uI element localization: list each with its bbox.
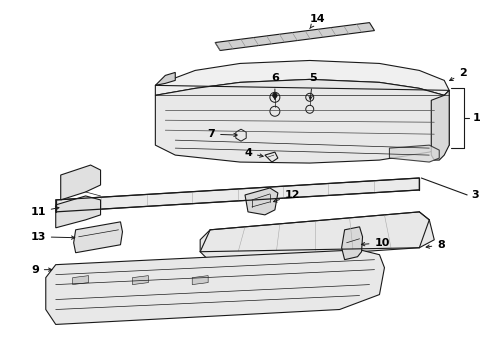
Text: 12: 12 (273, 190, 300, 202)
Polygon shape (431, 90, 449, 160)
Text: 6: 6 (271, 73, 279, 99)
Polygon shape (390, 145, 439, 162)
Polygon shape (155, 72, 175, 85)
Text: 3: 3 (471, 190, 479, 200)
Polygon shape (46, 250, 385, 324)
Polygon shape (155, 80, 449, 163)
Polygon shape (200, 212, 434, 262)
Text: 11: 11 (30, 207, 59, 217)
Polygon shape (56, 196, 100, 228)
Text: 4: 4 (244, 148, 263, 158)
Text: 8: 8 (426, 240, 445, 250)
Polygon shape (61, 165, 100, 200)
Text: 10: 10 (362, 238, 390, 248)
Polygon shape (342, 227, 363, 260)
Polygon shape (155, 60, 449, 95)
Polygon shape (56, 178, 419, 212)
Polygon shape (74, 222, 122, 253)
Text: 9: 9 (31, 265, 52, 275)
Polygon shape (215, 23, 374, 50)
Polygon shape (192, 276, 208, 285)
Polygon shape (245, 188, 278, 215)
Text: 5: 5 (309, 73, 317, 99)
Text: 7: 7 (207, 129, 237, 139)
Text: 2: 2 (450, 68, 467, 81)
Polygon shape (132, 276, 148, 285)
Circle shape (273, 93, 277, 97)
Text: 1: 1 (473, 113, 481, 123)
Text: 13: 13 (30, 232, 75, 242)
Text: 14: 14 (310, 14, 325, 28)
Polygon shape (73, 276, 89, 285)
